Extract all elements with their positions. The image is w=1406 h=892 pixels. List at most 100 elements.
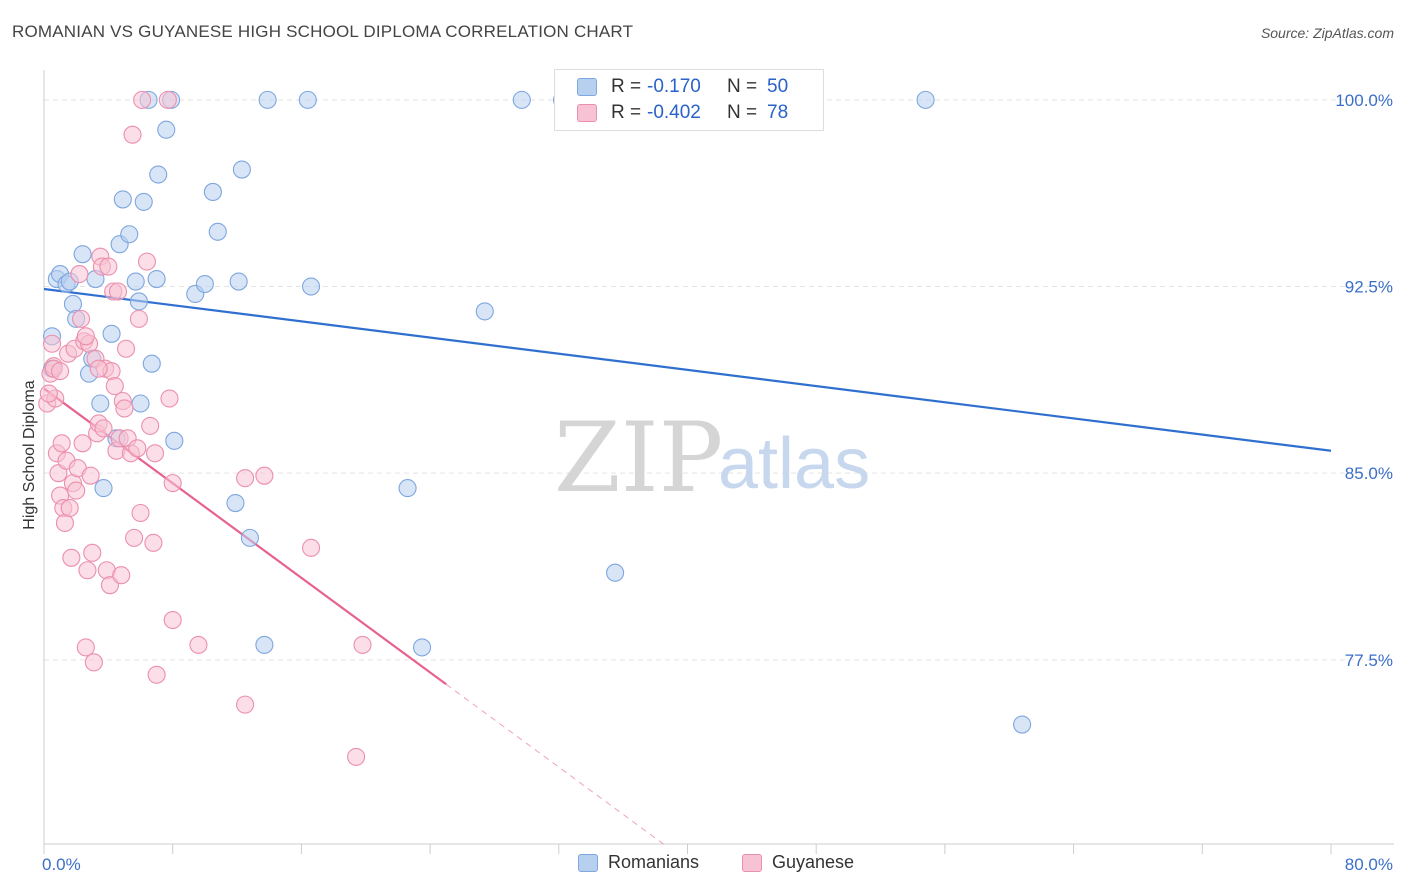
guyanese-point	[141, 416, 160, 435]
romanians-point	[208, 222, 227, 241]
romanians-point	[165, 431, 184, 450]
romanians-point	[147, 270, 166, 289]
guyanese-point	[60, 498, 79, 518]
tick-labels: 77.5% 85.0% 92.5% 100.0% 0.0% 80.0%	[42, 91, 1393, 874]
romanians-point	[120, 225, 139, 244]
legend-n-value: 50	[767, 76, 789, 97]
guyanese-point	[76, 638, 95, 657]
legend-r-value: -0.402	[647, 102, 701, 123]
series-legend-romanians[interactable]: Romanians	[578, 852, 699, 873]
series-legend: Romanians Guyanese	[0, 852, 1406, 876]
watermark: ZIP atlas	[554, 402, 870, 514]
romanians-point	[134, 192, 153, 211]
guyanese-point	[347, 747, 366, 766]
x-tick-label-max: 80.0%	[1345, 855, 1393, 874]
romanians-point	[195, 274, 214, 294]
legend-n-label: N =	[727, 102, 758, 123]
guyanese-point	[129, 309, 148, 328]
romanians-label: Romanians	[608, 852, 700, 872]
guyanese-point	[160, 389, 179, 408]
watermark-zip: ZIP	[554, 402, 723, 514]
guyanese-point	[42, 334, 62, 353]
guyanese-point	[70, 265, 89, 284]
romanians-point	[475, 302, 494, 321]
y-tick-label: 92.5%	[1345, 278, 1393, 297]
y-tick-label: 100.0%	[1335, 91, 1393, 110]
romanians-point	[226, 493, 245, 513]
romanians-point	[232, 160, 251, 179]
guyanese-trend-extension	[445, 683, 664, 845]
romanians-point	[157, 120, 176, 139]
guyanese-point	[71, 309, 91, 328]
romanians-point	[113, 190, 132, 209]
guyanese-point	[163, 474, 182, 493]
x-tick-label-min: 0.0%	[42, 855, 81, 874]
guyanese-point	[116, 339, 136, 358]
guyanese-point	[94, 419, 113, 438]
romanians-point	[142, 354, 161, 373]
legend-swatch-romanians	[577, 78, 597, 96]
guyanese-point	[39, 384, 58, 403]
guyanese-point	[145, 444, 165, 463]
romanians-point	[63, 294, 83, 313]
trend-lines	[43, 287, 1332, 845]
guyanese-point	[84, 653, 103, 672]
romanians-point	[398, 479, 417, 498]
guyanese-point	[99, 257, 118, 276]
guyanese-point	[353, 635, 372, 654]
y-axis-label: High School Diploma	[21, 380, 38, 530]
guyanese-point	[83, 543, 102, 562]
legend-swatch-guyanese	[577, 104, 597, 122]
guyanese-point	[236, 695, 255, 714]
guyanese-label: Guyanese	[772, 852, 855, 872]
romanians-point	[131, 394, 150, 413]
guyanese-point	[105, 377, 124, 396]
romanians-point	[91, 394, 110, 413]
guyanese-point	[89, 359, 108, 378]
romanians-point	[94, 479, 113, 498]
legend-n-label: N =	[727, 76, 758, 97]
guyanese-point	[112, 566, 131, 585]
guyanese-point	[255, 466, 274, 485]
guyanese-point	[133, 90, 152, 109]
guyanese-point	[131, 503, 150, 523]
guyanese-point	[236, 469, 255, 488]
romanians-point	[606, 563, 625, 582]
guyanese-point	[52, 434, 71, 453]
stats-legend: R = -0.170 N = 50 R = -0.402 N = 78	[554, 69, 824, 131]
romanians-point	[413, 638, 432, 657]
romanians-point	[255, 635, 274, 654]
romanians-point	[229, 272, 248, 291]
romanians-point	[258, 90, 277, 109]
gridlines	[44, 99, 1394, 661]
legend-row-romanians: R = -0.170 N = 50	[577, 75, 788, 99]
guyanese-point	[128, 439, 147, 458]
guyanese-point	[81, 466, 100, 485]
guyanese-point	[123, 125, 142, 144]
series-legend-guyanese[interactable]: Guyanese	[742, 852, 854, 873]
guyanese-point	[163, 610, 182, 630]
romanians-point	[240, 528, 259, 547]
romanians-point	[149, 165, 168, 184]
romanians-point	[1013, 715, 1032, 734]
romanians-point	[129, 292, 148, 311]
romanians-point	[512, 90, 531, 109]
y-tick-label: 77.5%	[1345, 651, 1393, 670]
guyanese-point	[67, 481, 86, 500]
guyanese-point	[73, 434, 92, 453]
y-tick-label: 85.0%	[1345, 464, 1393, 483]
romanians-point	[102, 324, 121, 343]
guyanese-point	[147, 665, 166, 684]
guyanese-point	[125, 528, 144, 547]
guyanese-point	[62, 548, 81, 567]
romanians-point	[916, 90, 935, 109]
romanians-point	[302, 277, 321, 296]
guyanese-point	[137, 252, 157, 271]
romanians-trend-line	[43, 287, 1332, 452]
guyanese-point	[108, 282, 128, 301]
guyanese-swatch	[742, 853, 762, 872]
romanians-point	[126, 272, 145, 291]
guyanese-point	[115, 399, 134, 418]
romanians-point	[73, 245, 92, 264]
